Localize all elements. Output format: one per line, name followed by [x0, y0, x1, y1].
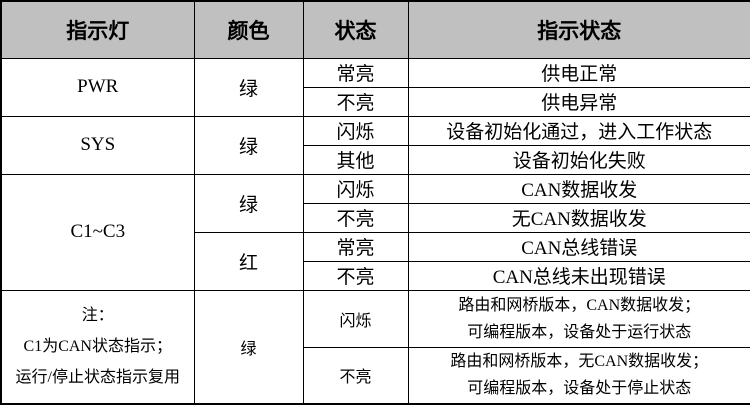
note-line-1: 注： — [2, 300, 194, 331]
note-line-3: 运行/停止状态指示复用 — [2, 362, 194, 393]
header-status: 指示状态 — [408, 1, 750, 58]
header-state: 状态 — [303, 1, 408, 58]
cell-sys-desc-other: 设备初始化失败 — [408, 145, 750, 174]
note-desc-off-line-1: 路由和网桥版本，无CAN数据收发； — [409, 348, 750, 375]
cell-can-green-desc-off: 无CAN数据收发 — [408, 203, 750, 232]
table-header-row: 指示灯 颜色 状态 指示状态 — [1, 1, 750, 58]
cell-pwr-color: 绿 — [194, 58, 303, 116]
cell-note-state-off: 不亮 — [303, 347, 408, 404]
header-color: 颜色 — [194, 1, 303, 58]
cell-can-red-desc-on: CAN总线错误 — [408, 232, 750, 261]
cell-can-green-state-blink: 闪烁 — [303, 174, 408, 203]
cell-can-red-state-on: 常亮 — [303, 232, 408, 261]
cell-note-desc-off: 路由和网桥版本，无CAN数据收发； 可编程版本，设备处于停止状态 — [408, 347, 750, 404]
note-desc-blink-line-2: 可编程版本，设备处于运行状态 — [409, 319, 750, 346]
cell-led-sys: SYS — [1, 116, 194, 174]
note-line-2: C1为CAN状态指示； — [2, 331, 194, 362]
table-row: C1~C3 绿 闪烁 CAN数据收发 — [1, 174, 750, 203]
cell-can-red-desc-off: CAN总线未出现错误 — [408, 261, 750, 290]
cell-can-color-green: 绿 — [194, 174, 303, 232]
header-indicator: 指示灯 — [1, 1, 194, 58]
note-desc-off-line-2: 可编程版本，设备处于停止状态 — [409, 375, 750, 402]
table-row: PWR 绿 常亮 供电正常 — [1, 58, 750, 87]
cell-can-green-desc-blink: CAN数据收发 — [408, 174, 750, 203]
cell-sys-color: 绿 — [194, 116, 303, 174]
cell-note-state-blink: 闪烁 — [303, 290, 408, 347]
cell-sys-desc-blink: 设备初始化通过，进入工作状态 — [408, 116, 750, 145]
cell-pwr-state-on: 常亮 — [303, 58, 408, 87]
cell-can-green-state-off: 不亮 — [303, 203, 408, 232]
cell-led-can: C1~C3 — [1, 174, 194, 290]
cell-led-pwr: PWR — [1, 58, 194, 116]
cell-note: 注： C1为CAN状态指示； 运行/停止状态指示复用 — [1, 290, 194, 404]
cell-sys-state-other: 其他 — [303, 145, 408, 174]
cell-can-red-state-off: 不亮 — [303, 261, 408, 290]
cell-note-color: 绿 — [194, 290, 303, 404]
cell-pwr-state-off: 不亮 — [303, 87, 408, 116]
cell-pwr-desc-on: 供电正常 — [408, 58, 750, 87]
cell-note-desc-blink: 路由和网桥版本，CAN数据收发； 可编程版本，设备处于运行状态 — [408, 290, 750, 347]
note-desc-blink-line-1: 路由和网桥版本，CAN数据收发； — [409, 292, 750, 319]
cell-pwr-desc-off: 供电异常 — [408, 87, 750, 116]
cell-can-color-red: 红 — [194, 232, 303, 290]
table-row: 注： C1为CAN状态指示； 运行/停止状态指示复用 绿 闪烁 路由和网桥版本，… — [1, 290, 750, 347]
cell-sys-state-blink: 闪烁 — [303, 116, 408, 145]
table-row: SYS 绿 闪烁 设备初始化通过，进入工作状态 — [1, 116, 750, 145]
